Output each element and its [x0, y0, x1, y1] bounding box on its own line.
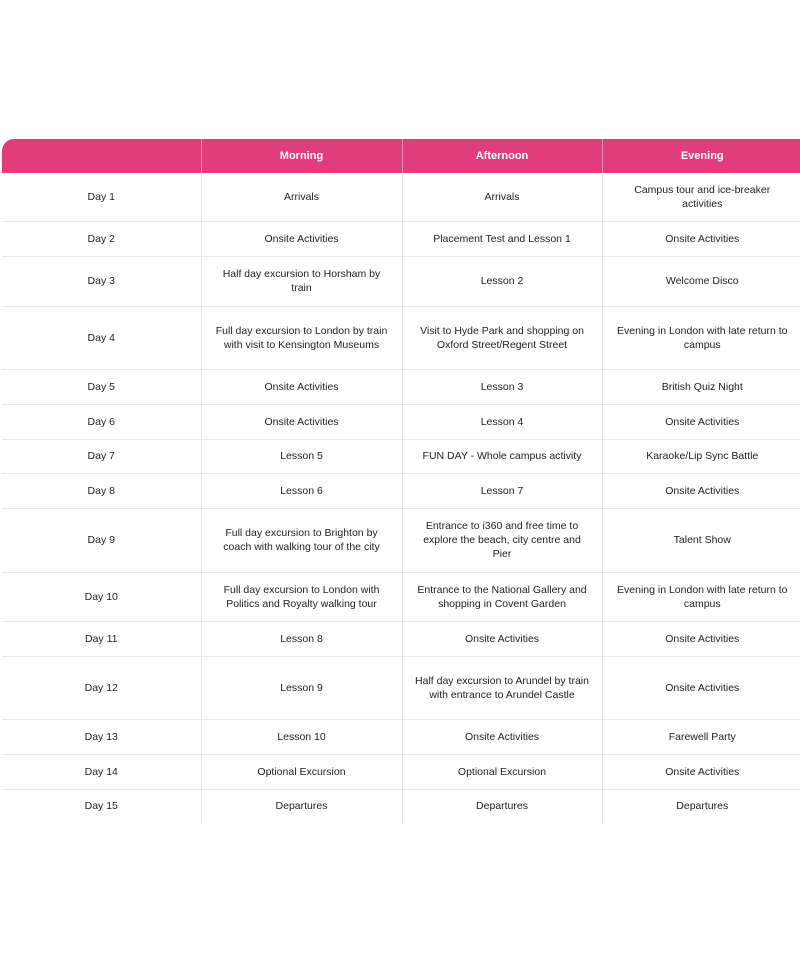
afternoon-cell: Departures [401, 788, 602, 823]
table-row: Day 12 Lesson 9 Half day excursion to Arun… [2, 655, 800, 719]
table-row: Day 4 Full day excursion to London by tra… [2, 305, 800, 369]
afternoon-cell: Placement Test and Lesson 1 [401, 220, 602, 256]
table-row: Day 8 Lesson 6 Lesson 7 Onsite Activities [2, 472, 800, 508]
evening-cell: Evening in London with late return to ca… [601, 305, 800, 369]
morning-cell: Lesson 10 [200, 718, 402, 754]
table-row: Day 10 Full day excursion to London with … [2, 571, 800, 621]
evening-cell: Evening in London with late return to ca… [601, 571, 800, 621]
table-row: Day 13 Lesson 10 Onsite Activities Farewell… [2, 718, 800, 754]
day-cell: Day 3 [2, 255, 201, 306]
afternoon-cell: FUN DAY - Whole campus activity [401, 438, 602, 473]
day-cell: Day 14 [2, 753, 201, 789]
afternoon-cell: Lesson 2 [401, 255, 602, 306]
header-row: Morning Afternoon Evening [2, 139, 800, 173]
evening-cell: British Quiz Night [601, 368, 800, 404]
afternoon-cell: Onsite Activities [401, 718, 602, 754]
morning-cell: Onsite Activities [200, 403, 402, 439]
day-header [2, 139, 201, 173]
morning-cell: Full day excursion to London by train wi… [200, 305, 402, 369]
afternoon-cell: Lesson 3 [401, 368, 602, 404]
day-cell: Day 4 [2, 305, 201, 369]
evening-cell: Karaoke/Lip Sync Battle [601, 438, 800, 473]
morning-cell: Departures [200, 788, 402, 823]
morning-cell: Onsite Activities [200, 220, 402, 256]
afternoon-cell: Lesson 7 [401, 472, 602, 508]
day-cell: Day 10 [2, 571, 201, 621]
table-row: Day 15 Departures Departures Departures [2, 788, 800, 823]
day-cell: Day 15 [2, 788, 201, 823]
table-row: Day 11 Lesson 8 Onsite Activities Onsite Ac… [2, 620, 800, 656]
day-cell: Day 11 [2, 620, 201, 656]
afternoon-cell: Arrivals [401, 173, 602, 221]
evening-cell: Onsite Activities [601, 403, 800, 439]
morning-cell: Arrivals [200, 173, 402, 221]
morning-cell: Half day excursion to Horsham by train [200, 255, 402, 306]
table-row: Day 6 Onsite Activities Lesson 4 Onsite Act… [2, 403, 800, 439]
evening-cell: Welcome Disco [601, 255, 800, 306]
evening-cell: Departures [601, 788, 800, 823]
day-cell: Day 2 [2, 220, 201, 256]
day-cell: Day 1 [87, 190, 115, 203]
morning-cell: Lesson 6 [200, 472, 402, 508]
afternoon-cell: Entrance to the National Gallery and sho… [401, 571, 602, 621]
evening-cell: Farewell Party [601, 718, 800, 754]
table-row: Day 5 Onsite Activities Lesson 3 British Qu… [2, 368, 800, 404]
day-cell: Day 12 [2, 655, 201, 719]
afternoon-cell: Visit to Hyde Park and shopping on Oxfor… [401, 305, 602, 369]
evening-cell: Talent Show [601, 507, 800, 572]
morning-cell: Full day excursion to Brighton by coach … [200, 507, 402, 572]
table-row: Day 9 Full day excursion to Brighton by c… [2, 507, 800, 572]
day-cell: Day 8 [2, 472, 201, 508]
evening-cell: Onsite Activities [601, 220, 800, 256]
morning-cell: Lesson 8 [200, 620, 402, 656]
day-cell: Day 6 [2, 403, 201, 439]
evening-header: Evening [601, 139, 800, 173]
table-row: Day 1 Arrivals Arrivals Campus tour and ice… [2, 173, 800, 221]
afternoon-cell: Half day excursion to Arundel by train w… [401, 655, 602, 719]
day-cell: Day 5 [2, 368, 201, 404]
table-row: Day 14 Optional Excursion Optional Excursi… [2, 753, 800, 789]
afternoon-cell: Lesson 4 [401, 403, 602, 439]
day-cell: Day 7 [2, 438, 201, 473]
table-row: Day 3 Half day excursion to Horsham by tr… [2, 255, 800, 306]
evening-cell: Campus tour and ice-breaker activities [601, 173, 800, 221]
evening-cell: Onsite Activities [601, 753, 800, 789]
afternoon-header: Afternoon [401, 139, 602, 173]
evening-cell: Onsite Activities [601, 472, 800, 508]
morning-cell: Lesson 5 [200, 438, 402, 473]
morning-cell: Full day excursion to London with Politi… [200, 571, 402, 621]
evening-cell: Onsite Activities [601, 655, 800, 719]
afternoon-cell: Onsite Activities [401, 620, 602, 656]
afternoon-cell: Optional Excursion [401, 753, 602, 789]
evening-cell: Onsite Activities [601, 620, 800, 656]
schedule-body: Day 1 Arrivals Arrivals Campus tour and ice… [2, 173, 800, 823]
table-row: Day 2 Onsite Activities Placement Test and… [2, 220, 800, 256]
afternoon-cell: Entrance to i360 and free time to explor… [401, 507, 602, 572]
morning-header: Morning [200, 139, 402, 173]
schedule-table: Morning Afternoon Evening Day 1 Arrivals Arr… [2, 139, 800, 823]
day-cell: Day 13 [2, 718, 201, 754]
day-cell: Day 9 [2, 507, 201, 572]
morning-cell: Onsite Activities [200, 368, 402, 404]
morning-cell: Lesson 9 [200, 655, 402, 719]
table-row: Day 7 Lesson 5 FUN DAY - Whole campus acti… [2, 438, 800, 473]
morning-cell: Optional Excursion [200, 753, 402, 789]
